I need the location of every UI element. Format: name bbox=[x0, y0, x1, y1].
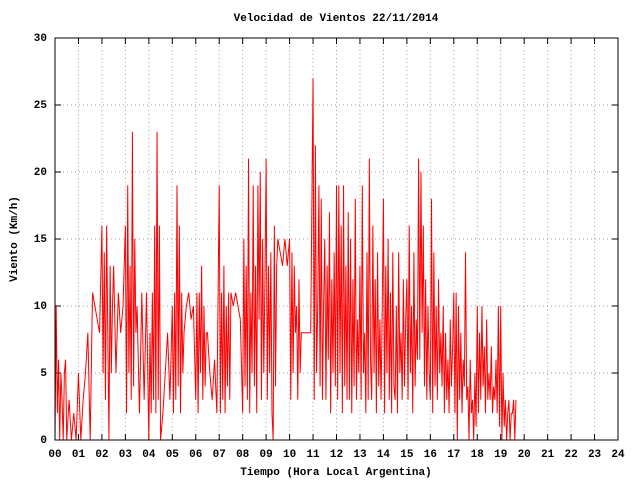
x-tick-label: 07 bbox=[213, 449, 226, 461]
x-tick-label: 08 bbox=[236, 449, 250, 461]
x-tick-label: 06 bbox=[189, 449, 202, 461]
x-tick-label: 14 bbox=[377, 449, 391, 461]
x-tick-label: 02 bbox=[95, 449, 108, 461]
x-tick-label: 04 bbox=[142, 449, 156, 461]
y-tick-label: 25 bbox=[34, 100, 48, 112]
x-tick-label: 19 bbox=[494, 449, 507, 461]
x-tick-label: 15 bbox=[400, 449, 414, 461]
wind-line bbox=[54, 78, 517, 441]
x-tick-label: 17 bbox=[447, 449, 460, 461]
y-axis-label: Viento (Km/h) bbox=[9, 196, 21, 282]
plot-frame bbox=[54, 37, 619, 441]
x-tick-label: 12 bbox=[330, 449, 343, 461]
x-tick-label: 10 bbox=[283, 449, 296, 461]
x-axis-label: Tiempo (Hora Local Argentina) bbox=[240, 467, 431, 479]
x-tick-label: 03 bbox=[119, 449, 133, 461]
y-tick-label: 10 bbox=[34, 301, 47, 313]
x-tick-label: 21 bbox=[541, 449, 555, 461]
x-tick-label: 13 bbox=[353, 449, 367, 461]
x-tick-label: 09 bbox=[260, 449, 273, 461]
x-tick-label: 05 bbox=[166, 449, 180, 461]
y-tick-label: 20 bbox=[34, 167, 47, 179]
x-tick-label: 01 bbox=[72, 449, 86, 461]
x-tick-label: 20 bbox=[518, 449, 531, 461]
y-tick-label: 15 bbox=[34, 234, 48, 246]
y-tick-label: 5 bbox=[40, 368, 47, 380]
x-tick-label: 11 bbox=[306, 449, 320, 461]
x-tick-label: 16 bbox=[424, 449, 437, 461]
chart-title: Velocidad de Vientos 22/11/2014 bbox=[234, 13, 439, 25]
x-tick-label: 18 bbox=[471, 449, 485, 461]
y-tick-label: 0 bbox=[40, 435, 47, 447]
x-tick-label: 23 bbox=[588, 449, 602, 461]
y-tick-label: 30 bbox=[34, 33, 47, 45]
x-tick-label: 24 bbox=[611, 449, 625, 461]
x-tick-label: 00 bbox=[48, 449, 61, 461]
x-tick-label: 22 bbox=[564, 449, 577, 461]
